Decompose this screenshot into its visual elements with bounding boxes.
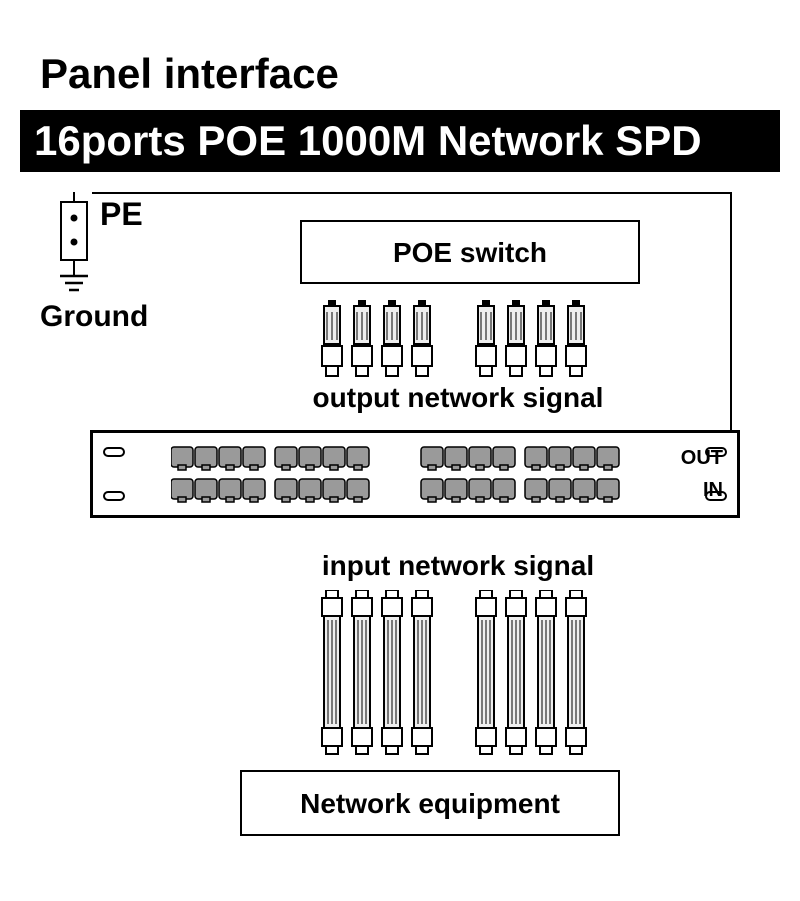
mount-hole bbox=[103, 447, 125, 457]
panel-out-label: OUT bbox=[681, 447, 723, 470]
input-signal-label: input network signal bbox=[248, 550, 668, 582]
poe-switch-box: POE switch bbox=[300, 220, 640, 284]
output-connectors bbox=[320, 300, 600, 385]
port-grid bbox=[171, 445, 651, 509]
panel-in-label: IN bbox=[703, 479, 723, 502]
mount-hole bbox=[103, 491, 125, 501]
output-signal-label: output network signal bbox=[248, 382, 668, 414]
network-equipment-box: Network equipment bbox=[240, 770, 620, 836]
product-banner: 16ports POE 1000M Network SPD bbox=[20, 110, 780, 172]
input-connectors bbox=[320, 590, 600, 765]
spd-panel: OUT IN bbox=[90, 430, 740, 518]
page-title: Panel interface bbox=[40, 50, 339, 98]
